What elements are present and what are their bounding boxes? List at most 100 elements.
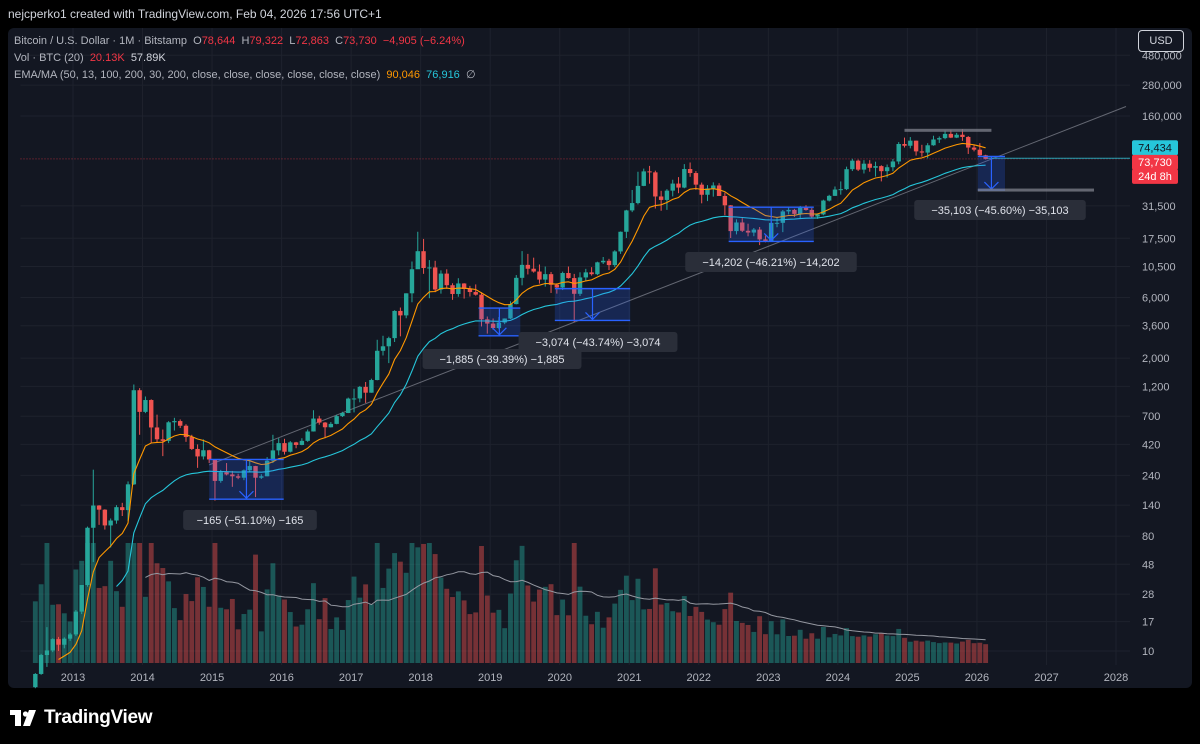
volume-bar <box>340 629 345 663</box>
volume-ma-line <box>145 571 986 641</box>
candle-body <box>154 427 160 440</box>
measure-label: −14,202 (−46.21%) −14,202 <box>702 257 839 269</box>
y-tick-label: 700 <box>1142 411 1160 423</box>
candle-body <box>73 611 79 635</box>
volume-bar <box>90 543 96 663</box>
volume-bar <box>971 643 977 663</box>
candle-body <box>241 470 247 478</box>
measure-label-bg <box>914 200 1086 220</box>
candle-body <box>635 185 641 204</box>
volume-bar <box>925 640 931 663</box>
x-tick-label: 2025 <box>895 672 919 684</box>
volume-bar <box>716 624 722 663</box>
candle-body <box>780 211 786 223</box>
x-tick-label: 2013 <box>61 672 85 684</box>
x-tick-label: 2018 <box>408 672 432 684</box>
measure-label: −1,885 (−39.39%) −1,885 <box>439 354 564 366</box>
candle-body <box>595 262 600 275</box>
legend-volume-row: Vol · BTC (20) 20.13K 57.89K <box>14 50 476 67</box>
volume-bar <box>739 622 745 663</box>
volume-bar <box>965 639 971 663</box>
candle-body <box>554 284 560 288</box>
volume-bar <box>171 608 177 663</box>
y-tick-label: 17,500 <box>1142 233 1176 245</box>
volume-bar <box>960 641 965 663</box>
candle-body <box>206 450 212 460</box>
candle-body <box>647 171 652 173</box>
axes: 2013 2014 2015 2016 2017 2018 2019 2020 2021 2022… <box>61 50 1182 684</box>
price-labels: 74,434 73,730 24d 8h <box>1132 140 1178 184</box>
volume-bar <box>861 635 867 663</box>
chart-credit: nejcperko1 created with TradingView.com,… <box>8 7 382 21</box>
volume-bar <box>363 584 369 663</box>
volume-bar <box>664 603 670 663</box>
candle-body <box>606 260 612 266</box>
candle-body <box>183 425 189 438</box>
y-tick-label: 3,600 <box>1142 321 1170 333</box>
measure-arrow-head <box>491 327 507 336</box>
candle-body <box>954 134 959 138</box>
candle-body <box>890 161 896 168</box>
candle-body <box>600 260 606 263</box>
currency-button[interactable]: USD <box>1138 30 1184 52</box>
candle-body <box>682 169 687 188</box>
candle-body <box>641 171 646 186</box>
grid <box>20 28 1130 665</box>
y-tick-label: 160,000 <box>1142 111 1182 123</box>
candle-body <box>896 144 901 162</box>
volume-bar <box>44 543 50 663</box>
volume-bar <box>826 637 832 663</box>
range-top-line <box>904 128 992 132</box>
x-tick-label: 2028 <box>1104 672 1128 684</box>
volume-bar <box>241 614 247 663</box>
brand: TradingView <box>10 706 153 730</box>
candle-body <box>763 239 768 242</box>
volume-bar <box>334 617 340 663</box>
candle-body <box>826 195 832 201</box>
candle-body <box>577 277 583 294</box>
legend-price-row: Bitcoin / U.S. Dollar · 1M · Bitstamp O7… <box>14 33 476 50</box>
candle-body <box>96 505 102 510</box>
candle-body <box>960 134 965 137</box>
volume-bar <box>838 635 844 663</box>
candle-body <box>676 183 681 188</box>
volume-bar <box>351 576 357 663</box>
candle-body <box>925 145 930 153</box>
legend-ema-label: EMA/MA (50, 13, 100, 200, 30, 200, close… <box>14 69 381 81</box>
y-tick-label: 6,000 <box>1142 292 1170 304</box>
candle-body <box>855 160 861 170</box>
volume-bar <box>200 586 206 663</box>
volume-bar <box>177 620 183 663</box>
candle-body <box>322 422 328 428</box>
volume-bar <box>299 624 305 663</box>
candle-body <box>108 520 113 526</box>
volume-bar <box>855 636 861 663</box>
volume-bar <box>490 612 496 663</box>
candle-body <box>908 140 913 146</box>
x-tick-label: 2022 <box>687 672 711 684</box>
volume-bar <box>496 609 502 663</box>
volume-bar <box>873 634 878 663</box>
candle-body <box>803 207 809 210</box>
candle-body <box>85 527 90 586</box>
candle-body <box>33 673 38 688</box>
volume-bar <box>218 607 224 663</box>
candle-body <box>618 231 623 252</box>
ema-lines <box>58 142 986 660</box>
volume-bar <box>815 638 821 663</box>
candle-body <box>838 189 843 191</box>
volume-bar <box>618 589 624 663</box>
candle-body <box>490 323 496 329</box>
volume-bar <box>583 615 589 663</box>
candle-body <box>566 273 571 279</box>
candle-body <box>91 505 96 528</box>
volume-bar <box>224 609 229 663</box>
volume-bar <box>96 587 102 663</box>
volume-bar <box>189 601 195 663</box>
volume-bar <box>623 575 629 663</box>
candle-body <box>774 222 780 224</box>
candle-body <box>166 422 171 441</box>
legend-ema-value3: ∅ <box>465 69 476 81</box>
volume-bar <box>635 578 641 663</box>
